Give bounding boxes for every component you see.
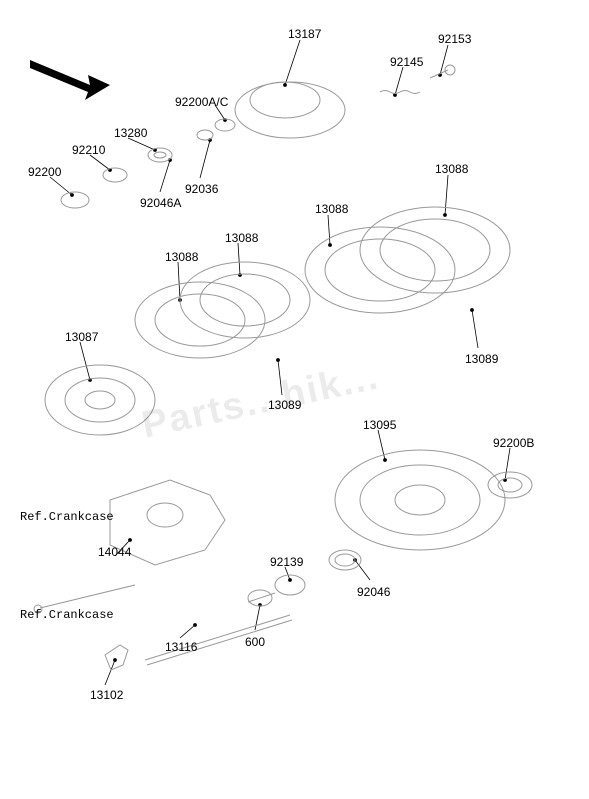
part-label-13089: 13089 bbox=[465, 352, 498, 366]
part-label-13089: 13089 bbox=[268, 398, 301, 412]
direction-arrow bbox=[30, 60, 110, 100]
part-label-13088: 13088 bbox=[435, 162, 468, 176]
part-label-13095: 13095 bbox=[363, 418, 396, 432]
part-label-92210: 92210 bbox=[72, 143, 105, 157]
part-label-92046A: 92046A bbox=[140, 196, 181, 210]
part-label-13088: 13088 bbox=[225, 231, 258, 245]
part-label-92046: 92046 bbox=[357, 585, 390, 599]
part-label-13087: 13087 bbox=[65, 330, 98, 344]
part-label-92200: 92200 bbox=[28, 165, 61, 179]
part-label-92145: 92145 bbox=[390, 55, 423, 69]
part-label-92153: 92153 bbox=[438, 32, 471, 46]
part-label-600: 600 bbox=[245, 635, 265, 649]
part-label-92036: 92036 bbox=[185, 182, 218, 196]
part-outlines bbox=[34, 65, 532, 670]
ref-label: Ref.Crankcase bbox=[20, 608, 114, 622]
part-label-13088: 13088 bbox=[165, 250, 198, 264]
part-label-13102: 13102 bbox=[90, 688, 123, 702]
ref-label: Ref.Crankcase bbox=[20, 510, 114, 524]
part-label-13088: 13088 bbox=[315, 202, 348, 216]
part-label-14044: 14044 bbox=[98, 545, 131, 559]
part-label-92200B: 92200B bbox=[493, 436, 534, 450]
part-label-13187: 13187 bbox=[288, 27, 321, 41]
part-label-13280: 13280 bbox=[114, 126, 147, 140]
part-label-13116: 13116 bbox=[165, 640, 197, 654]
exploded-diagram: Parts...hik... 13187921539214592200A/C13… bbox=[0, 0, 589, 799]
part-label-92139: 92139 bbox=[270, 555, 303, 569]
part-label-92200AC: 92200A/C bbox=[175, 95, 228, 109]
